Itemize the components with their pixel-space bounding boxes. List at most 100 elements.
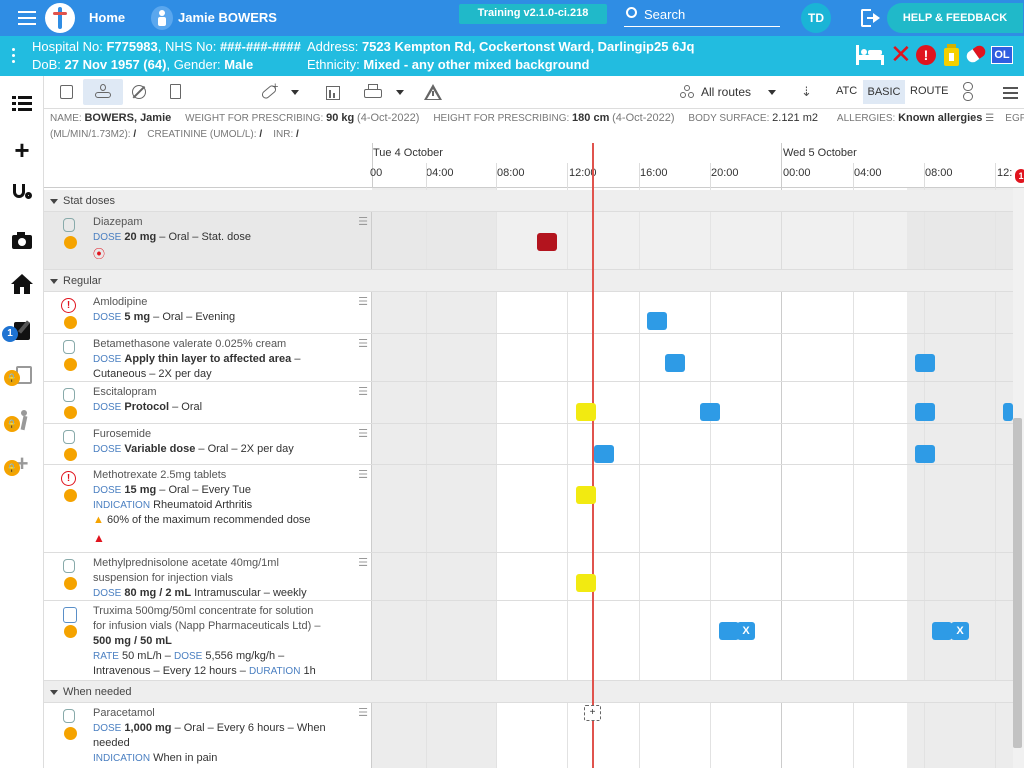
list-icon[interactable] <box>10 92 34 116</box>
print-icon[interactable] <box>362 82 384 102</box>
med-row-furosemide[interactable]: Furosemide DOSE Variable dose – Oral – 2… <box>44 424 1013 465</box>
chart-add-icon[interactable] <box>322 82 344 102</box>
info-egfr-value: / <box>133 129 137 140</box>
logout-icon[interactable] <box>861 9 881 27</box>
banner-line-1: Hospital No: F775983, NHS No: ###-###-##… <box>32 39 301 54</box>
prescribe-icon[interactable] <box>56 82 78 102</box>
section-regular[interactable]: Regular <box>44 270 1013 292</box>
patient-name[interactable]: Jamie BOWERS <box>178 10 277 25</box>
lock-icon: 🔒 <box>4 460 20 476</box>
collapse-triangle-icon[interactable] <box>50 198 58 204</box>
dose-marker-furosemide[interactable] <box>594 445 614 463</box>
cross-alert-icon[interactable]: ✕ <box>890 39 912 69</box>
med-row-paracetamol[interactable]: Paracetamol DOSE 1,000 mg – Oral – Every… <box>44 703 1013 768</box>
route-button[interactable]: ROUTE <box>910 85 949 97</box>
routes-filter-icon[interactable] <box>680 85 694 99</box>
hamburger-menu-icon[interactable] <box>18 11 36 25</box>
info-allergies[interactable]: Known allergies <box>898 112 983 124</box>
info-height-label: HEIGHT FOR PRESCRIBING: <box>433 113 570 124</box>
row-menu-icon[interactable]: ☰ <box>358 557 368 569</box>
dose-marker-betamethasone[interactable] <box>665 354 685 372</box>
med-row-truxima[interactable]: Truxima 500mg/50ml concentrate for solut… <box>44 601 1013 681</box>
med-row-diazepam[interactable]: Diazepam DOSE 20 mg – Oral – Stat. dose … <box>44 212 1013 270</box>
row-menu-icon[interactable]: ☰ <box>358 338 368 350</box>
vertical-scrollbar[interactable] <box>1013 188 1024 768</box>
section-when-needed[interactable]: When needed <box>44 681 1013 703</box>
tick-label: 20:00 <box>711 167 739 179</box>
dose-label: DOSE <box>93 312 122 323</box>
search-box[interactable]: Search <box>624 5 780 27</box>
med-row-methylprednisolone[interactable]: Methylprednisolone acetate 40mg/1ml susp… <box>44 553 1013 601</box>
oral-medication-icon <box>61 340 81 372</box>
add-medication-dropdown-icon[interactable] <box>291 90 299 95</box>
dose-marker-truxima-cancelled[interactable]: X <box>951 622 969 640</box>
scrollbar-thumb[interactable] <box>1013 418 1022 748</box>
no-dose-icon[interactable] <box>128 82 150 102</box>
help-feedback-button[interactable]: HELP & FEEDBACK <box>887 3 1023 33</box>
dose-marker-escitalopram[interactable] <box>700 403 720 421</box>
ethnicity-label: Ethnicity: <box>307 57 360 72</box>
medication-chart-grid[interactable]: Stat doses Diazepam DOSE 20 mg – Oral – … <box>44 188 1013 768</box>
capsules-icon[interactable] <box>960 82 976 102</box>
allergies-menu-icon[interactable]: ☰ <box>985 113 995 124</box>
dose-marker-diazepam[interactable] <box>537 233 557 251</box>
user-avatar[interactable]: TD <box>801 3 831 33</box>
row-menu-icon[interactable]: ☰ <box>358 428 368 440</box>
bed-icon[interactable] <box>856 45 884 65</box>
collapse-triangle-icon[interactable] <box>50 278 58 284</box>
hospital-no-label: Hospital No: <box>32 39 103 54</box>
med-name: Paracetamol <box>93 707 155 719</box>
dose-marker-methylprednisolone[interactable] <box>576 574 596 592</box>
ol-badge[interactable]: OL <box>991 46 1013 64</box>
add-medication-icon[interactable]: + <box>258 82 280 102</box>
med-row-methotrexate[interactable]: ! Methotrexate 2.5mg tablets DOSE 15 mg … <box>44 465 1013 553</box>
more-menu-icon[interactable] <box>1003 87 1018 99</box>
add-prn-dose-button[interactable]: + <box>584 705 601 721</box>
dose-marker-escitalopram[interactable] <box>576 403 596 421</box>
hand-dose-icon[interactable] <box>92 82 114 102</box>
medication-bottle-icon[interactable] <box>944 44 959 66</box>
gender: Male <box>224 57 254 72</box>
routes-select[interactable]: All routes <box>701 85 752 99</box>
routes-dropdown-icon[interactable] <box>768 90 776 95</box>
med-row-escitalopram[interactable]: Escitalopram DOSE Protocol – Oral ☰ <box>44 382 1013 424</box>
sort-icon[interactable]: ⇣ <box>801 84 812 99</box>
camera-icon[interactable] <box>10 228 34 252</box>
atc-button[interactable]: ATC <box>836 85 858 97</box>
dob-label: DoB: <box>32 57 61 72</box>
row-menu-icon[interactable]: ☰ <box>358 216 368 228</box>
dose-marker-truxima[interactable] <box>719 622 739 640</box>
plus-icon[interactable]: + <box>14 135 30 165</box>
tick-label: 12:00 <box>569 167 597 179</box>
dose-marker-escitalopram[interactable] <box>915 403 935 421</box>
dose-marker-amlodipine[interactable] <box>647 312 667 330</box>
row-menu-icon[interactable]: ☰ <box>358 707 368 719</box>
home-clinic-icon[interactable] <box>10 272 34 296</box>
warning-icon[interactable] <box>422 82 444 102</box>
info-bsa-label: BODY SURFACE: <box>688 113 770 124</box>
row-menu-icon[interactable]: ☰ <box>358 469 368 481</box>
exclamation-alert-icon[interactable]: ! <box>916 45 936 65</box>
dose-marker-furosemide[interactable] <box>915 445 935 463</box>
med-row-amlodipine[interactable]: ! Amlodipine DOSE 5 mg – Oral – Evening … <box>44 292 1013 334</box>
row-menu-icon[interactable]: ☰ <box>358 386 368 398</box>
collapse-triangle-icon[interactable] <box>50 689 58 695</box>
med-row-betamethasone[interactable]: Betamethasone valerate 0.025% cream DOSE… <box>44 334 1013 382</box>
document-icon[interactable] <box>164 82 186 102</box>
dose-marker-betamethasone[interactable] <box>915 354 935 372</box>
dose-marker-truxima-cancelled[interactable]: X <box>737 622 755 640</box>
capsule-icon[interactable] <box>964 43 988 65</box>
basic-button[interactable]: BASIC <box>863 80 905 104</box>
home-link[interactable]: Home <box>89 10 126 25</box>
row-menu-icon[interactable]: ☰ <box>358 296 368 308</box>
banner-menu-icon[interactable] <box>12 48 16 64</box>
dose-marker-methotrexate[interactable] <box>576 486 596 504</box>
edit-document-icon[interactable] <box>10 318 34 342</box>
print-dropdown-icon[interactable] <box>396 90 404 95</box>
stethoscope-icon[interactable] <box>10 182 34 206</box>
dose-marker-escitalopram[interactable] <box>1003 403 1013 421</box>
dose-marker-truxima[interactable] <box>932 622 952 640</box>
app-logo-icon[interactable] <box>45 3 75 33</box>
section-stat-doses[interactable]: Stat doses <box>44 190 1013 212</box>
ethnicity: Mixed - any other mixed background <box>363 57 590 72</box>
